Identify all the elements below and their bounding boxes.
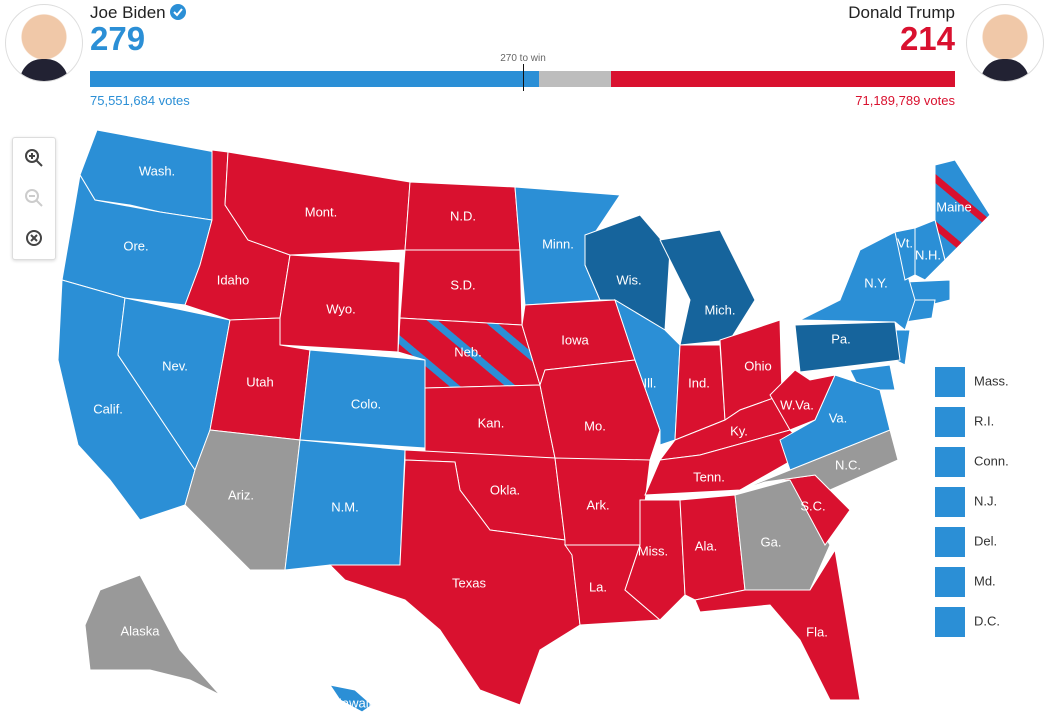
state-label: Maine bbox=[936, 199, 971, 214]
state-label: Pa. bbox=[831, 331, 851, 346]
state bbox=[739, 429, 899, 491]
state bbox=[694, 548, 861, 701]
state-label: Alaska bbox=[120, 623, 160, 638]
small-state-box bbox=[935, 487, 965, 517]
state-label: Mich. bbox=[704, 302, 735, 317]
state-label: N.Y. bbox=[864, 275, 888, 290]
state-label: Va. bbox=[829, 410, 848, 425]
state-label: Hawaii bbox=[332, 695, 371, 710]
state-label: Miss. bbox=[638, 543, 668, 558]
state-label: S.D. bbox=[450, 277, 475, 292]
state-label: Utah bbox=[246, 374, 273, 389]
small-state-label: D.C. bbox=[974, 613, 1000, 628]
left-votes: 75,551,684 votes bbox=[90, 93, 190, 108]
state-label: Minn. bbox=[542, 236, 574, 251]
small-state-label: N.J. bbox=[974, 493, 997, 508]
state-label: Ga. bbox=[761, 534, 782, 549]
state-label: Neb. bbox=[454, 344, 481, 359]
state-label: Ky. bbox=[730, 423, 748, 438]
state bbox=[84, 574, 221, 696]
state bbox=[934, 159, 991, 261]
trump-photo bbox=[966, 4, 1044, 82]
small-state-box bbox=[935, 407, 965, 437]
electoral-bar bbox=[90, 71, 955, 87]
small-state-box bbox=[935, 567, 965, 597]
state bbox=[279, 254, 401, 353]
state-label: Nev. bbox=[162, 358, 188, 373]
right-name: Donald Trump bbox=[848, 3, 955, 22]
state-label: N.D. bbox=[450, 208, 476, 223]
small-state-label: R.I. bbox=[974, 413, 994, 428]
state bbox=[794, 321, 901, 373]
state-label: Okla. bbox=[490, 482, 520, 497]
state bbox=[328, 459, 581, 706]
small-state-box bbox=[935, 447, 965, 477]
state-label: La. bbox=[589, 579, 607, 594]
state-label: Mont. bbox=[305, 204, 338, 219]
left-name: Joe Biden bbox=[90, 3, 187, 23]
small-state-box bbox=[935, 367, 965, 397]
zoom-in[interactable] bbox=[13, 138, 55, 178]
state-label: N.H. bbox=[915, 247, 941, 262]
state-label: Ore. bbox=[123, 238, 148, 253]
threshold-line bbox=[523, 64, 524, 91]
small-state-box bbox=[935, 607, 965, 637]
undecided-bar bbox=[538, 71, 611, 87]
small-state-label: Del. bbox=[974, 533, 997, 548]
state-label: S.C. bbox=[800, 498, 825, 513]
name: Joe Biden bbox=[90, 3, 166, 22]
right-bar bbox=[610, 71, 955, 87]
left-electoral: 279 bbox=[90, 20, 146, 57]
state-label: W.Va. bbox=[780, 397, 814, 412]
state-label: Mo. bbox=[584, 418, 606, 433]
threshold-label: 270 to win bbox=[500, 53, 546, 64]
state bbox=[659, 229, 756, 346]
state-label: Colo. bbox=[351, 396, 381, 411]
zoom-controls bbox=[12, 137, 56, 260]
state-label: Fla. bbox=[806, 624, 828, 639]
state-label: Idaho bbox=[217, 272, 250, 287]
state-label: Wyo. bbox=[326, 301, 356, 316]
state-label: Ill. bbox=[644, 375, 657, 390]
state-label: Texas bbox=[452, 575, 486, 590]
state bbox=[328, 684, 373, 713]
state-label: Calif. bbox=[93, 401, 123, 416]
state-label: Ark. bbox=[586, 497, 609, 512]
state-label: Ala. bbox=[695, 538, 717, 553]
state-label: Ind. bbox=[688, 375, 710, 390]
biden-photo bbox=[5, 4, 83, 82]
state-label: Tenn. bbox=[693, 469, 725, 484]
small-state-label: Conn. bbox=[974, 453, 1009, 468]
small-state-box bbox=[935, 527, 965, 557]
state-label: Wash. bbox=[139, 163, 175, 178]
state bbox=[914, 219, 946, 281]
state-label: Ariz. bbox=[228, 487, 254, 502]
zoom-out[interactable] bbox=[13, 178, 55, 218]
state-label: N.C. bbox=[835, 457, 861, 472]
state-label: Wis. bbox=[616, 272, 641, 287]
state-label: Kan. bbox=[478, 415, 505, 430]
right-electoral: 214 bbox=[899, 20, 955, 57]
right-votes: 71,189,789 votes bbox=[855, 93, 955, 108]
state-label: Iowa bbox=[561, 332, 589, 347]
state bbox=[769, 369, 836, 431]
small-state-label: Mass. bbox=[974, 373, 1009, 388]
state bbox=[614, 298, 681, 446]
state-label: Vt. bbox=[897, 235, 913, 250]
verified-icon bbox=[170, 4, 187, 20]
small-state-label: Md. bbox=[974, 573, 996, 588]
state-label: N.M. bbox=[331, 499, 358, 514]
reset[interactable] bbox=[13, 218, 55, 258]
left-bar bbox=[90, 71, 539, 87]
state-label: Ohio bbox=[744, 358, 771, 373]
